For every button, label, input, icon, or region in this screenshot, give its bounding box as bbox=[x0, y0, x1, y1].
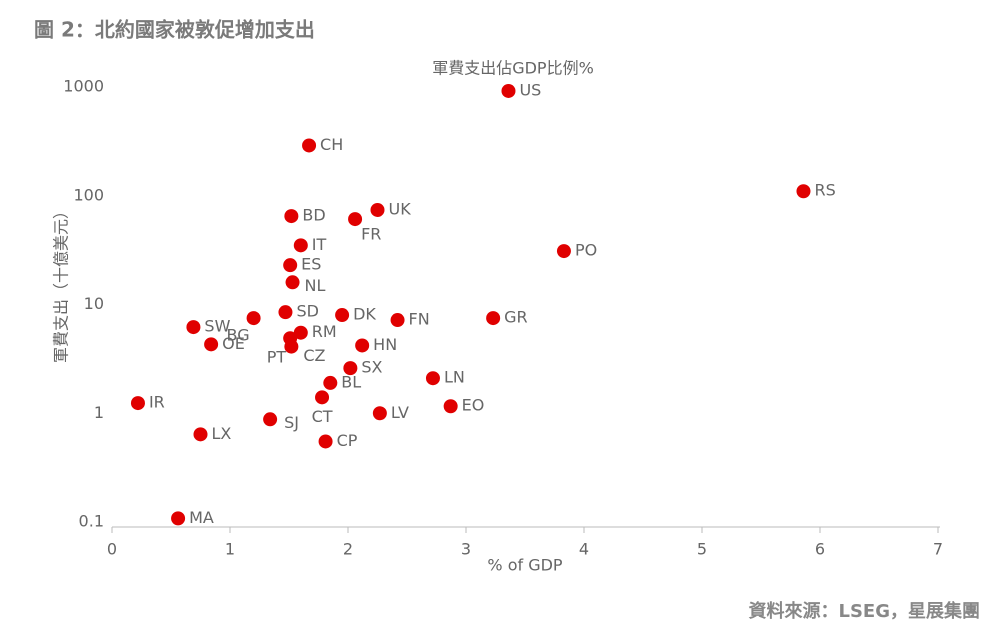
point bbox=[283, 258, 298, 273]
point bbox=[263, 412, 278, 427]
point-label: BD bbox=[302, 206, 325, 225]
point-label: BL bbox=[341, 372, 361, 391]
point-label: MA bbox=[189, 508, 214, 527]
point bbox=[302, 138, 317, 153]
chart-subtitle: 軍費支出佔GDP比例% bbox=[432, 59, 594, 78]
point-label: RS bbox=[814, 181, 835, 200]
x-tick-label: 3 bbox=[461, 540, 471, 559]
point-label: FN bbox=[409, 310, 430, 329]
point-label: SJ bbox=[284, 413, 299, 432]
point bbox=[130, 396, 145, 411]
point bbox=[278, 305, 293, 320]
point bbox=[556, 244, 571, 259]
y-tick-label: 1000 bbox=[63, 77, 104, 96]
y-tick-label: 100 bbox=[73, 185, 104, 204]
point bbox=[193, 427, 208, 442]
point bbox=[284, 339, 299, 354]
point bbox=[318, 434, 333, 449]
x-tick-label: 0 bbox=[107, 540, 117, 559]
point-label: ES bbox=[301, 255, 321, 274]
point-label: IT bbox=[312, 235, 327, 254]
point-label: DK bbox=[353, 305, 376, 324]
point-label: US bbox=[519, 80, 541, 99]
point-label: CZ bbox=[303, 346, 325, 365]
y-tick-label: 0.1 bbox=[79, 512, 104, 531]
point-label: PO bbox=[575, 241, 597, 260]
point-label: GR bbox=[504, 308, 528, 327]
point bbox=[284, 209, 299, 224]
point bbox=[796, 184, 811, 199]
point bbox=[501, 83, 516, 98]
point-label: UK bbox=[389, 199, 412, 218]
point-label: BG bbox=[227, 326, 250, 345]
point-label: HN bbox=[373, 335, 397, 354]
chart-title: 圖 2：北約國家被敦促增加支出 bbox=[34, 18, 315, 42]
x-tick-label: 6 bbox=[815, 540, 825, 559]
point-label: SX bbox=[361, 358, 382, 377]
source-note: 資料來源：LSEG，星展集團 bbox=[748, 600, 980, 622]
point-label: FR bbox=[361, 225, 381, 244]
point bbox=[486, 311, 501, 326]
point bbox=[343, 361, 358, 376]
point bbox=[315, 390, 330, 405]
point-label: NL bbox=[305, 276, 326, 295]
point-label: CH bbox=[320, 135, 343, 154]
x-tick-label: 1 bbox=[225, 540, 235, 559]
point bbox=[285, 275, 300, 290]
point bbox=[390, 313, 405, 328]
x-tick-label: 7 bbox=[933, 540, 943, 559]
x-axis-label: % of GDP bbox=[487, 556, 563, 575]
x-tick-label: 2 bbox=[343, 540, 353, 559]
x-tick-label: 4 bbox=[579, 540, 589, 559]
point bbox=[372, 406, 387, 421]
point-label: LN bbox=[444, 368, 465, 387]
point bbox=[323, 375, 338, 390]
point bbox=[348, 212, 363, 227]
point bbox=[171, 511, 186, 526]
point-label: CT bbox=[312, 407, 333, 426]
point-label: EO bbox=[462, 396, 485, 415]
point bbox=[204, 337, 219, 352]
point-label: SW bbox=[204, 317, 230, 336]
x-tick-label: 5 bbox=[697, 540, 707, 559]
point bbox=[370, 202, 385, 217]
point-label: CP bbox=[337, 431, 358, 450]
point bbox=[425, 371, 440, 386]
point bbox=[186, 320, 201, 335]
point-label: RM bbox=[312, 322, 337, 341]
point bbox=[355, 338, 370, 353]
point-label: SD bbox=[296, 302, 318, 321]
point-label: LV bbox=[391, 403, 409, 422]
y-tick-label: 1 bbox=[94, 403, 104, 422]
point bbox=[293, 325, 308, 340]
point-label: OE bbox=[222, 334, 245, 353]
point-label: IR bbox=[149, 393, 165, 412]
point bbox=[335, 308, 350, 323]
point-label: PT bbox=[267, 348, 287, 367]
point bbox=[293, 238, 308, 253]
y-tick-label: 10 bbox=[84, 294, 104, 313]
point bbox=[246, 311, 261, 326]
point bbox=[443, 399, 458, 414]
y-axis-label: 軍費支出（十億美元） bbox=[52, 203, 71, 363]
point-label: LX bbox=[212, 424, 232, 443]
